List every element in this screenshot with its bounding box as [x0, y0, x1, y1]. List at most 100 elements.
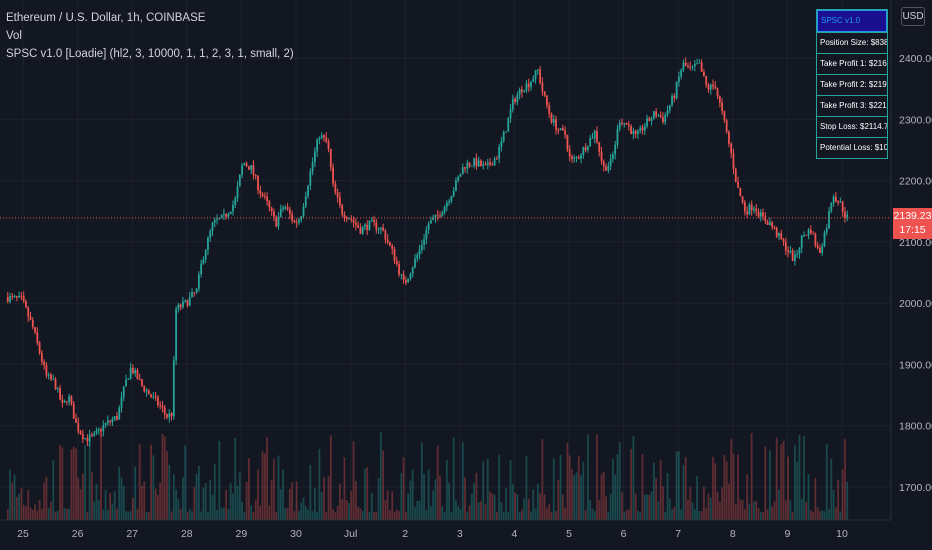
- candle-body: [400, 274, 403, 276]
- volume-bar: [466, 511, 469, 520]
- candle-body: [370, 219, 373, 221]
- candle-body: [302, 206, 305, 217]
- volume-bar: [755, 500, 758, 520]
- candle-body: [718, 95, 721, 103]
- candle-body: [800, 235, 803, 248]
- volume-bar: [77, 477, 80, 520]
- candle-body: [166, 413, 168, 418]
- time-tick-label: 4: [511, 528, 517, 540]
- price-tick-label: 2100.00: [899, 237, 932, 249]
- volume-bar: [234, 437, 237, 520]
- volume-bar: [523, 498, 526, 520]
- volume-bar: [657, 501, 660, 520]
- volume-bar: [846, 481, 849, 520]
- volume-bar: [232, 493, 234, 520]
- last-price-badge: 2139.23 17:15: [893, 208, 932, 239]
- volume-bar: [147, 511, 150, 520]
- volume-bar: [320, 491, 323, 520]
- volume-bar: [323, 477, 325, 520]
- volume-bar: [309, 465, 312, 520]
- candle-body: [125, 379, 127, 387]
- volume-bar: [161, 434, 164, 520]
- volume-bar: [475, 472, 478, 520]
- candle-body: [116, 416, 118, 420]
- candle-body: [31, 319, 34, 328]
- last-price-value: 2139.23: [893, 210, 932, 222]
- volume-bar: [352, 441, 355, 520]
- time-tick-label: 26: [72, 528, 84, 540]
- symbol-title[interactable]: Ethereum / U.S. Dollar, 1h, COINBASE: [6, 12, 206, 24]
- candle-body: [36, 332, 39, 343]
- volume-bar: [450, 511, 453, 520]
- candle-body: [780, 232, 783, 240]
- volume-bar: [54, 511, 57, 520]
- volume-bar: [714, 463, 717, 520]
- candle-body: [757, 211, 760, 217]
- volume-bar: [398, 511, 400, 520]
- candle-body: [470, 165, 473, 167]
- candle-body: [709, 84, 712, 90]
- currency-button[interactable]: USD: [901, 7, 925, 26]
- candle-body: [771, 222, 774, 228]
- volume-bar: [100, 433, 102, 520]
- candle-body: [698, 62, 701, 64]
- volume-bar: [780, 444, 783, 520]
- volume-bar: [102, 509, 105, 520]
- volume-bar: [329, 435, 332, 520]
- candle-body: [614, 144, 617, 155]
- candle-body: [66, 401, 68, 403]
- candle-body: [577, 156, 580, 159]
- candle-body: [81, 433, 84, 440]
- volume-bar: [13, 474, 16, 520]
- volume-bar: [634, 493, 637, 520]
- volume-bar: [409, 480, 412, 520]
- candle-body: [34, 327, 36, 333]
- volume-bar: [668, 498, 671, 520]
- candle-body: [605, 166, 607, 171]
- volume-bar: [684, 457, 687, 520]
- volume-bar: [757, 508, 760, 520]
- candle-body: [11, 295, 14, 297]
- candle-body: [832, 196, 835, 204]
- candle-body: [844, 211, 846, 218]
- volume-bar: [341, 499, 344, 520]
- potential-loss-cell: Potential Loss: $100: [817, 137, 887, 158]
- volume-bar: [179, 508, 182, 520]
- candle-body: [241, 165, 243, 176]
- volume-bar: [759, 511, 762, 520]
- candle-body: [395, 261, 398, 264]
- candle-body: [364, 224, 366, 227]
- volume-bar: [377, 478, 380, 520]
- candle-body: [291, 214, 294, 221]
- candle-body: [441, 212, 444, 217]
- candle-body: [637, 130, 639, 134]
- candle-body: [784, 241, 787, 251]
- candle-body: [111, 419, 114, 422]
- price-tick-label: 2300.00: [899, 114, 932, 126]
- volume-bar: [445, 460, 448, 520]
- volume-bar: [586, 434, 589, 520]
- candle-body: [313, 151, 316, 163]
- time-tick-label: 2: [402, 528, 408, 540]
- candle-body: [213, 219, 216, 223]
- time-tick-label: 30: [290, 528, 302, 540]
- time-tick-label: 7: [675, 528, 681, 540]
- volume-bar: [682, 464, 685, 520]
- volume-bar: [739, 499, 742, 520]
- candle-body: [75, 418, 77, 423]
- candle-body: [714, 86, 717, 89]
- volume-bar: [732, 453, 735, 520]
- stop-loss-cell: Stop Loss: $2114.73: [817, 116, 887, 137]
- candle-body: [122, 386, 125, 397]
- volume-bar: [814, 477, 817, 520]
- indicator-title[interactable]: SPSC v1.0 [Loadie] (hl2, 3, 10000, 1, 1,…: [6, 48, 294, 60]
- candle-body: [730, 143, 733, 154]
- volume-label[interactable]: Vol: [6, 30, 22, 42]
- volume-bar: [432, 490, 435, 520]
- volume-bar: [543, 494, 546, 520]
- volume-bar: [675, 451, 678, 520]
- volume-bar: [125, 511, 127, 520]
- candle-body: [179, 304, 182, 308]
- volume-bar: [630, 448, 633, 520]
